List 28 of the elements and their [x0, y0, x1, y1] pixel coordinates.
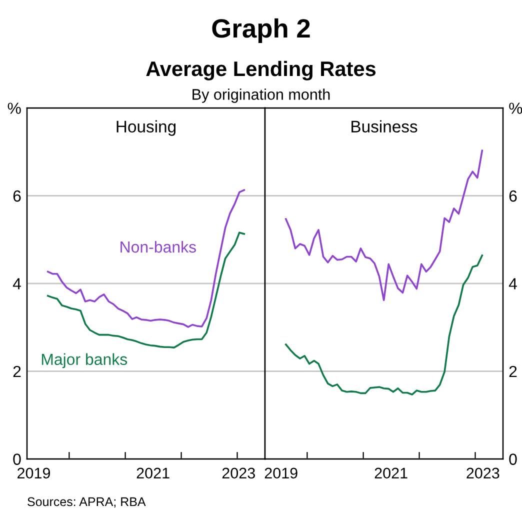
series-label: Non-banks: [120, 240, 196, 253]
y-tick-label: %: [8, 102, 21, 114]
y-tick-label: 2: [509, 366, 517, 378]
text: By origination month: [192, 88, 330, 103]
y-tick-label: %: [509, 102, 522, 114]
line-series: [284, 254, 484, 396]
x-tick-label: 2023: [466, 468, 500, 479]
text: Housing: [116, 120, 176, 136]
text: Average Lending Rates: [146, 60, 376, 80]
x-tick-label: 2021: [374, 468, 408, 479]
line-series: [284, 150, 484, 302]
series-label: Major banks: [42, 353, 128, 368]
text: Business: [352, 120, 418, 133]
x-tick-label: 2019: [264, 468, 298, 479]
line-series: [46, 232, 246, 348]
y-tick-label: 2: [13, 366, 21, 378]
caption: Graph 2: [212, 18, 310, 44]
y-tick-label: 4: [12, 278, 21, 290]
line-series: [46, 189, 246, 328]
x-tick-label: 2023: [222, 468, 255, 479]
y-tick-label: 0: [13, 454, 21, 465]
y-tick-label: 4: [508, 278, 517, 290]
source-note: Sources: APRA; RBA: [28, 497, 146, 508]
y-tick-label: 0: [509, 454, 517, 465]
x-tick-label: 2021: [136, 468, 170, 479]
y-tick-label: 6: [13, 190, 21, 202]
y-tick-label: 6: [509, 190, 517, 202]
x-tick-label: 2019: [18, 468, 50, 479]
